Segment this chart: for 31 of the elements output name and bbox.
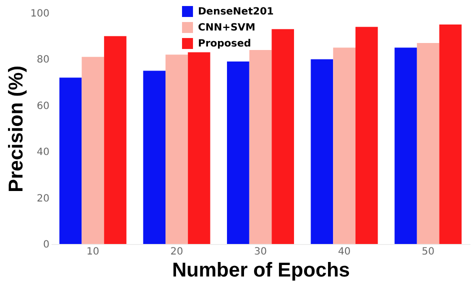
bar (439, 24, 462, 244)
bar (188, 52, 210, 244)
legend-label: CNN+SVM (198, 22, 256, 34)
bar (104, 36, 126, 244)
x-tick-label: 20 (170, 246, 184, 258)
y-tick-label: 0 (43, 240, 50, 250)
y-tick-label: 60 (36, 100, 50, 112)
bar (272, 29, 294, 244)
bar (249, 50, 272, 244)
bar (226, 62, 250, 244)
bar (394, 48, 417, 244)
legend-label: DenseNet201 (198, 6, 274, 18)
y-tick-label: 40 (36, 147, 50, 158)
y-tick-label: 100 (30, 8, 50, 20)
bar (333, 48, 356, 244)
bar (59, 78, 82, 244)
bar (82, 56, 104, 244)
x-axis-title: Number of Epochs (172, 260, 350, 282)
x-tick-label: 30 (254, 246, 267, 258)
y-axis-title: Precision (%) (5, 66, 28, 192)
x-tick-label: 40 (338, 246, 351, 258)
y-tick-label: 80 (36, 54, 50, 66)
y-tick-label: 20 (36, 193, 50, 204)
bar (310, 59, 334, 244)
bar (355, 26, 378, 244)
bar (166, 54, 188, 244)
bar (416, 43, 440, 244)
bar (143, 70, 166, 244)
x-tick-label: 10 (86, 246, 100, 258)
legend-label: Proposed (198, 38, 252, 50)
x-tick-label: 50 (422, 246, 434, 258)
